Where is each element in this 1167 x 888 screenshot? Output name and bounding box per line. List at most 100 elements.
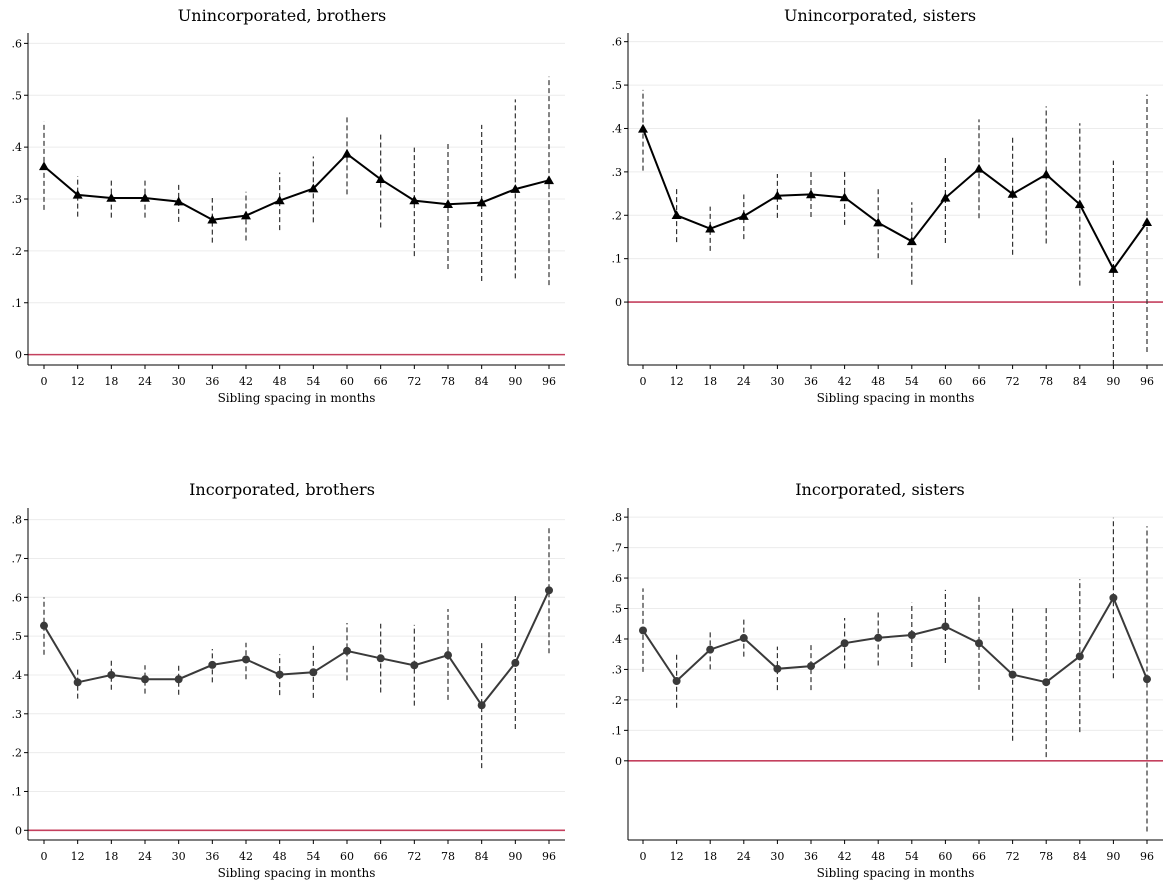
- y-tick-label: .3: [12, 708, 23, 721]
- data-point: [544, 175, 554, 185]
- x-tick-label: 48: [273, 850, 287, 863]
- data-point: [873, 217, 884, 227]
- data-point: [545, 586, 553, 595]
- data-point: [1041, 169, 1052, 179]
- x-tick-label: 18: [703, 375, 717, 388]
- data-point: [511, 658, 520, 667]
- chart-title: Incorporated, brothers: [189, 480, 375, 499]
- data-point: [1143, 675, 1151, 684]
- x-tick-label: 60: [938, 850, 952, 863]
- data-point: [174, 675, 183, 684]
- data-point: [106, 192, 117, 202]
- y-tick-label: .6: [612, 572, 623, 585]
- y-tick-label: 0: [615, 755, 622, 768]
- series-line: [642, 595, 1148, 684]
- data-point: [672, 677, 681, 686]
- x-tick-label: 90: [1106, 850, 1120, 863]
- data-point: [874, 633, 883, 642]
- y-tick-label: .2: [612, 209, 623, 222]
- data-point: [1007, 189, 1018, 198]
- x-tick-label: 96: [542, 375, 556, 388]
- data-point: [638, 123, 648, 133]
- x-tick-label: 54: [905, 375, 919, 388]
- y-tick-label: .4: [12, 669, 23, 682]
- data-point: [375, 174, 386, 184]
- data-point: [207, 214, 218, 224]
- x-tick-label: 72: [407, 850, 421, 863]
- x-tick-label: 36: [804, 375, 818, 388]
- data-point: [1008, 670, 1017, 679]
- x-tick-label: 48: [273, 375, 287, 388]
- x-tick-label: 78: [441, 375, 455, 388]
- x-tick-label: 60: [340, 375, 354, 388]
- data-point: [409, 195, 420, 205]
- x-tick-label: 90: [508, 375, 522, 388]
- data-point: [1108, 264, 1119, 273]
- y-tick-label: .5: [612, 79, 623, 92]
- data-point: [1074, 199, 1085, 209]
- data-point: [1042, 678, 1051, 687]
- x-axis-label: Sibling spacing in months: [817, 391, 975, 405]
- x-tick-label: 30: [172, 375, 186, 388]
- y-tick-label: .4: [612, 633, 623, 646]
- y-tick-label: .2: [12, 747, 23, 760]
- x-tick-label: 12: [71, 850, 85, 863]
- data-point: [376, 654, 385, 663]
- x-tick-label: 54: [306, 375, 320, 388]
- y-tick-label: .5: [612, 603, 623, 616]
- x-tick-label: 90: [508, 850, 522, 863]
- data-point: [1075, 652, 1084, 661]
- series-line: [43, 152, 550, 221]
- data-point: [510, 184, 521, 193]
- data-point: [739, 634, 748, 643]
- data-point: [141, 675, 149, 684]
- data-point: [840, 639, 849, 648]
- x-tick-label: 72: [1006, 850, 1020, 863]
- data-point: [309, 668, 318, 677]
- data-point: [274, 195, 285, 205]
- data-point: [39, 161, 49, 171]
- x-tick-label: 18: [104, 375, 118, 388]
- y-tick-label: .5: [12, 630, 23, 643]
- y-tick-label: .1: [612, 724, 623, 737]
- x-tick-label: 36: [205, 850, 219, 863]
- chart-panel-2: Unincorporated, sisters 0 .1 .2 .3 .4 .5 .6 0 12 1…: [612, 6, 1163, 405]
- x-tick-label: 42: [239, 375, 253, 388]
- y-tick-label: 0: [15, 349, 22, 362]
- y-tick-label: .7: [612, 542, 623, 555]
- data-point: [140, 192, 150, 202]
- x-tick-label: 96: [1140, 850, 1154, 863]
- data-point: [772, 190, 783, 200]
- x-tick-label: 54: [905, 850, 919, 863]
- x-tick-label: 24: [737, 850, 751, 863]
- y-tick-label: .2: [12, 245, 23, 258]
- x-tick-label: 42: [838, 850, 852, 863]
- y-tick-label: .7: [12, 552, 23, 565]
- x-tick-label: 30: [172, 850, 186, 863]
- x-tick-label: 24: [138, 375, 152, 388]
- chart-panel-1: Unincorporated, brothers 0 .1 .2 .3 .4 .5 .6 0 12…: [12, 6, 565, 405]
- data-point: [241, 210, 251, 220]
- y-tick-label: .5: [12, 89, 23, 102]
- data-point: [477, 701, 486, 710]
- x-tick-label: 66: [972, 850, 986, 863]
- data-point: [738, 211, 749, 220]
- x-tick-label: 0: [41, 375, 48, 388]
- data-point: [773, 664, 782, 673]
- data-point: [1109, 593, 1118, 602]
- chart-title: Unincorporated, sisters: [784, 6, 976, 25]
- data-point: [639, 626, 647, 635]
- data-point: [941, 622, 950, 631]
- y-tick-label: 0: [15, 824, 22, 837]
- data-point: [807, 662, 815, 671]
- data-point: [974, 163, 984, 173]
- x-tick-label: 48: [871, 850, 885, 863]
- y-tick-label: .8: [12, 514, 23, 527]
- data-point: [208, 660, 217, 669]
- y-tick-label: .4: [12, 141, 23, 154]
- y-tick-label: .1: [612, 253, 623, 266]
- x-tick-label: 60: [340, 850, 354, 863]
- x-tick-label: 18: [703, 850, 717, 863]
- data-point: [671, 210, 682, 220]
- data-point: [308, 183, 319, 193]
